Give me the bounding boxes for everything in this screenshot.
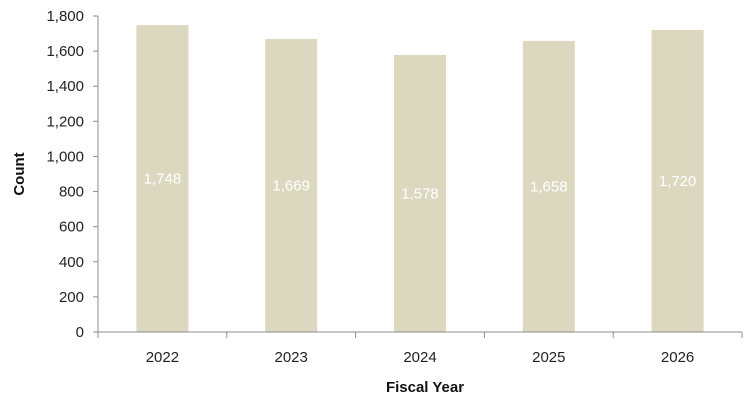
y-tick-label: 800 bbox=[59, 184, 84, 201]
y-tick-label: 1,600 bbox=[46, 43, 84, 60]
bar-2025 bbox=[522, 40, 575, 332]
x-tick-label-2022: 2022 bbox=[146, 349, 179, 366]
y-tick-label: 0 bbox=[76, 324, 84, 341]
y-tick-label: 1,400 bbox=[46, 78, 84, 95]
x-tick-label-2023: 2023 bbox=[275, 349, 308, 366]
x-axis: 2022 2023 2024 2025 2026 bbox=[97, 331, 743, 366]
data-label-2024: 1,578 bbox=[401, 185, 439, 202]
bar-2026 bbox=[651, 30, 704, 333]
bar-2024 bbox=[394, 54, 446, 333]
x-tick-label-2026: 2026 bbox=[661, 349, 694, 366]
bar-2022 bbox=[136, 25, 189, 333]
y-tick-label: 200 bbox=[59, 289, 84, 306]
y-axis-title: Count bbox=[11, 152, 28, 195]
y-tick-label: 1,200 bbox=[46, 113, 84, 130]
data-label-2026: 1,720 bbox=[659, 173, 697, 190]
y-tick-label: 1,000 bbox=[46, 148, 84, 165]
y-axis: 0 200 400 600 800 1,000 1,200 1,400 1,600 1,800 bbox=[46, 8, 99, 341]
data-label-2023: 1,669 bbox=[272, 177, 310, 194]
y-tick-label: 1,800 bbox=[46, 8, 84, 25]
data-label-2022: 1,748 bbox=[144, 171, 182, 188]
y-tick-label: 400 bbox=[59, 254, 84, 271]
x-tick-label-2025: 2025 bbox=[532, 349, 565, 366]
bar-2023 bbox=[265, 38, 318, 333]
bars: 1,748 1,669 1,578 1,658 1,720 bbox=[136, 25, 704, 333]
data-label-2025: 1,658 bbox=[530, 178, 568, 195]
x-axis-title: Fiscal Year bbox=[386, 379, 464, 396]
x-tick-label-2024: 2024 bbox=[403, 349, 436, 366]
y-tick-label: 600 bbox=[59, 219, 84, 236]
